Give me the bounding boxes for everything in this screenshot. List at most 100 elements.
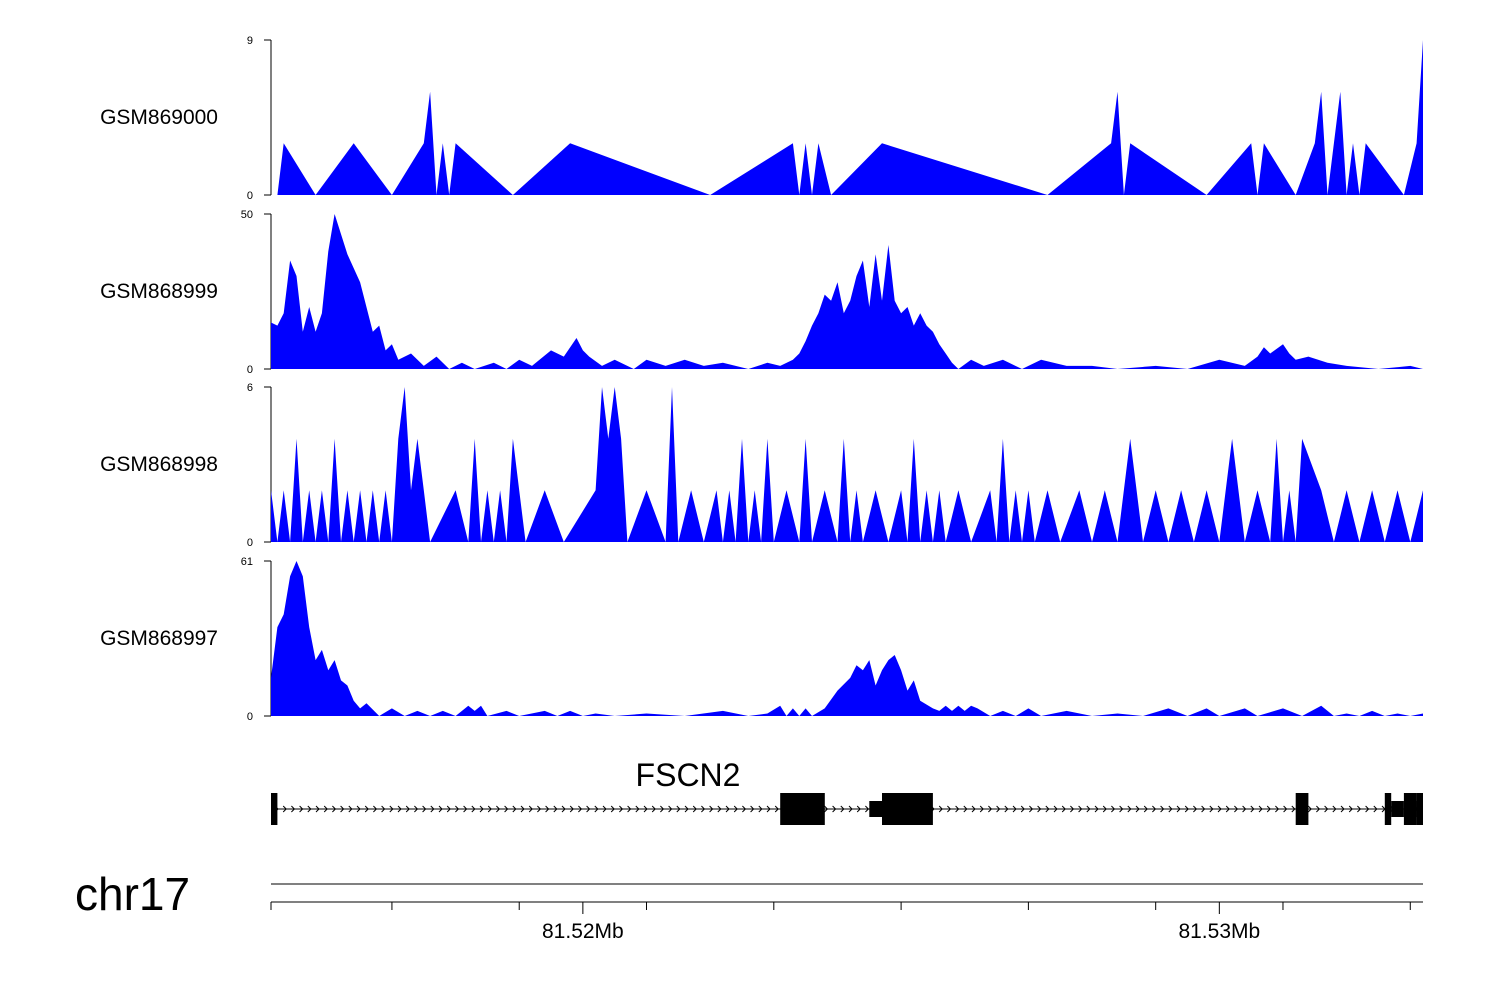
strand-arrow: [1078, 805, 1083, 813]
strand-arrow: [397, 805, 402, 813]
strand-arrow: [463, 805, 468, 813]
axis-tick-label: 81.53Mb: [1178, 920, 1260, 943]
strand-arrow: [1242, 805, 1247, 813]
genomic-axis: chr17 81.52Mb 81.53Mb: [75, 868, 1423, 943]
coding-exon: [780, 793, 825, 825]
strand-arrow: [1061, 805, 1066, 813]
strand-arrow: [733, 805, 738, 813]
strand-arrow: [332, 805, 337, 813]
strand-arrow: [709, 805, 714, 813]
strand-arrow: [315, 805, 320, 813]
strand-arrow: [701, 805, 706, 813]
strand-arrow: [856, 805, 861, 813]
gene-model: [271, 793, 1423, 825]
strand-arrow: [1357, 805, 1362, 813]
coding-exon: [1403, 793, 1417, 825]
strand-arrow: [848, 805, 853, 813]
strand-arrow: [832, 805, 837, 813]
strand-arrow: [1135, 805, 1140, 813]
strand-arrow: [307, 805, 312, 813]
strand-arrow: [988, 805, 993, 813]
strand-arrow: [512, 805, 517, 813]
strand-arrow: [971, 805, 976, 813]
track-ymax-label: 9: [247, 35, 253, 47]
strand-arrow: [422, 805, 427, 813]
strand-arrow: [1020, 805, 1025, 813]
strand-arrow: [840, 805, 845, 813]
strand-arrow: [299, 805, 304, 813]
coverage-area: [271, 214, 1423, 369]
strand-arrow: [282, 805, 287, 813]
strand-arrow: [996, 805, 1001, 813]
strand-arrow: [569, 805, 574, 813]
strand-arrow: [323, 805, 328, 813]
strand-arrow: [545, 805, 550, 813]
strand-arrow: [660, 805, 665, 813]
track-ymin-label: 0: [247, 711, 253, 723]
strand-arrow: [373, 805, 378, 813]
coding-exon: [1416, 793, 1423, 825]
track-ymin-label: 0: [247, 190, 253, 202]
strand-arrow: [1053, 805, 1058, 813]
strand-arrow: [381, 805, 386, 813]
strand-arrow: [578, 805, 583, 813]
strand-arrow: [1168, 805, 1173, 813]
strand-arrow: [963, 805, 968, 813]
strand-arrow: [1258, 805, 1263, 813]
strand-arrow: [725, 805, 730, 813]
strand-arrow: [750, 805, 755, 813]
strand-arrow: [520, 805, 525, 813]
strand-arrow: [684, 805, 689, 813]
strand-arrow: [1365, 805, 1370, 813]
strand-arrow: [1373, 805, 1378, 813]
strand-arrow: [1340, 805, 1345, 813]
strand-arrow: [528, 805, 533, 813]
strand-arrow: [947, 805, 952, 813]
gene-name-label: FSCN2: [636, 757, 741, 793]
strand-arrow: [414, 805, 419, 813]
strand-arrow: [668, 805, 673, 813]
strand-arrow: [364, 805, 369, 813]
strand-arrow: [1234, 805, 1239, 813]
utr-exon: [1391, 801, 1404, 817]
strand-arrow: [1184, 805, 1189, 813]
gene-track: FSCN2: [271, 757, 1423, 825]
coverage-area: [271, 40, 1423, 195]
coverage-track: GSM869000 9 0: [100, 35, 1423, 202]
strand-arrow: [742, 805, 747, 813]
strand-arrow: [643, 805, 648, 813]
strand-arrow: [1332, 805, 1337, 813]
chromosome-label: chr17: [75, 868, 190, 920]
strand-arrow: [1324, 805, 1329, 813]
strand-arrow: [758, 805, 763, 813]
strand-arrow: [496, 805, 501, 813]
strand-arrow: [405, 805, 410, 813]
coverage-track: GSM868997 61 0: [100, 556, 1423, 723]
strand-arrow: [504, 805, 509, 813]
strand-arrow: [979, 805, 984, 813]
strand-arrow: [438, 805, 443, 813]
strand-arrow: [1316, 805, 1321, 813]
strand-arrow: [635, 805, 640, 813]
strand-arrow: [291, 805, 296, 813]
strand-arrow: [1012, 805, 1017, 813]
coding-exon: [882, 793, 933, 825]
track-ymax-label: 50: [241, 209, 253, 221]
strand-arrow: [561, 805, 566, 813]
strand-arrow: [553, 805, 558, 813]
strand-arrow: [1037, 805, 1042, 813]
strand-arrow: [1119, 805, 1124, 813]
strand-arrow: [1004, 805, 1009, 813]
strand-arrow: [1094, 805, 1099, 813]
coverage-track: GSM868999 50 0: [100, 209, 1423, 376]
coverage-track: GSM868998 6 0: [100, 382, 1423, 549]
strand-arrow: [1029, 805, 1034, 813]
strand-arrow: [1266, 805, 1271, 813]
strand-arrow: [824, 805, 829, 813]
strand-arrow: [487, 805, 492, 813]
strand-arrow: [1307, 805, 1312, 813]
strand-arrow: [610, 805, 615, 813]
strand-arrow: [389, 805, 394, 813]
strand-arrow: [1152, 805, 1157, 813]
